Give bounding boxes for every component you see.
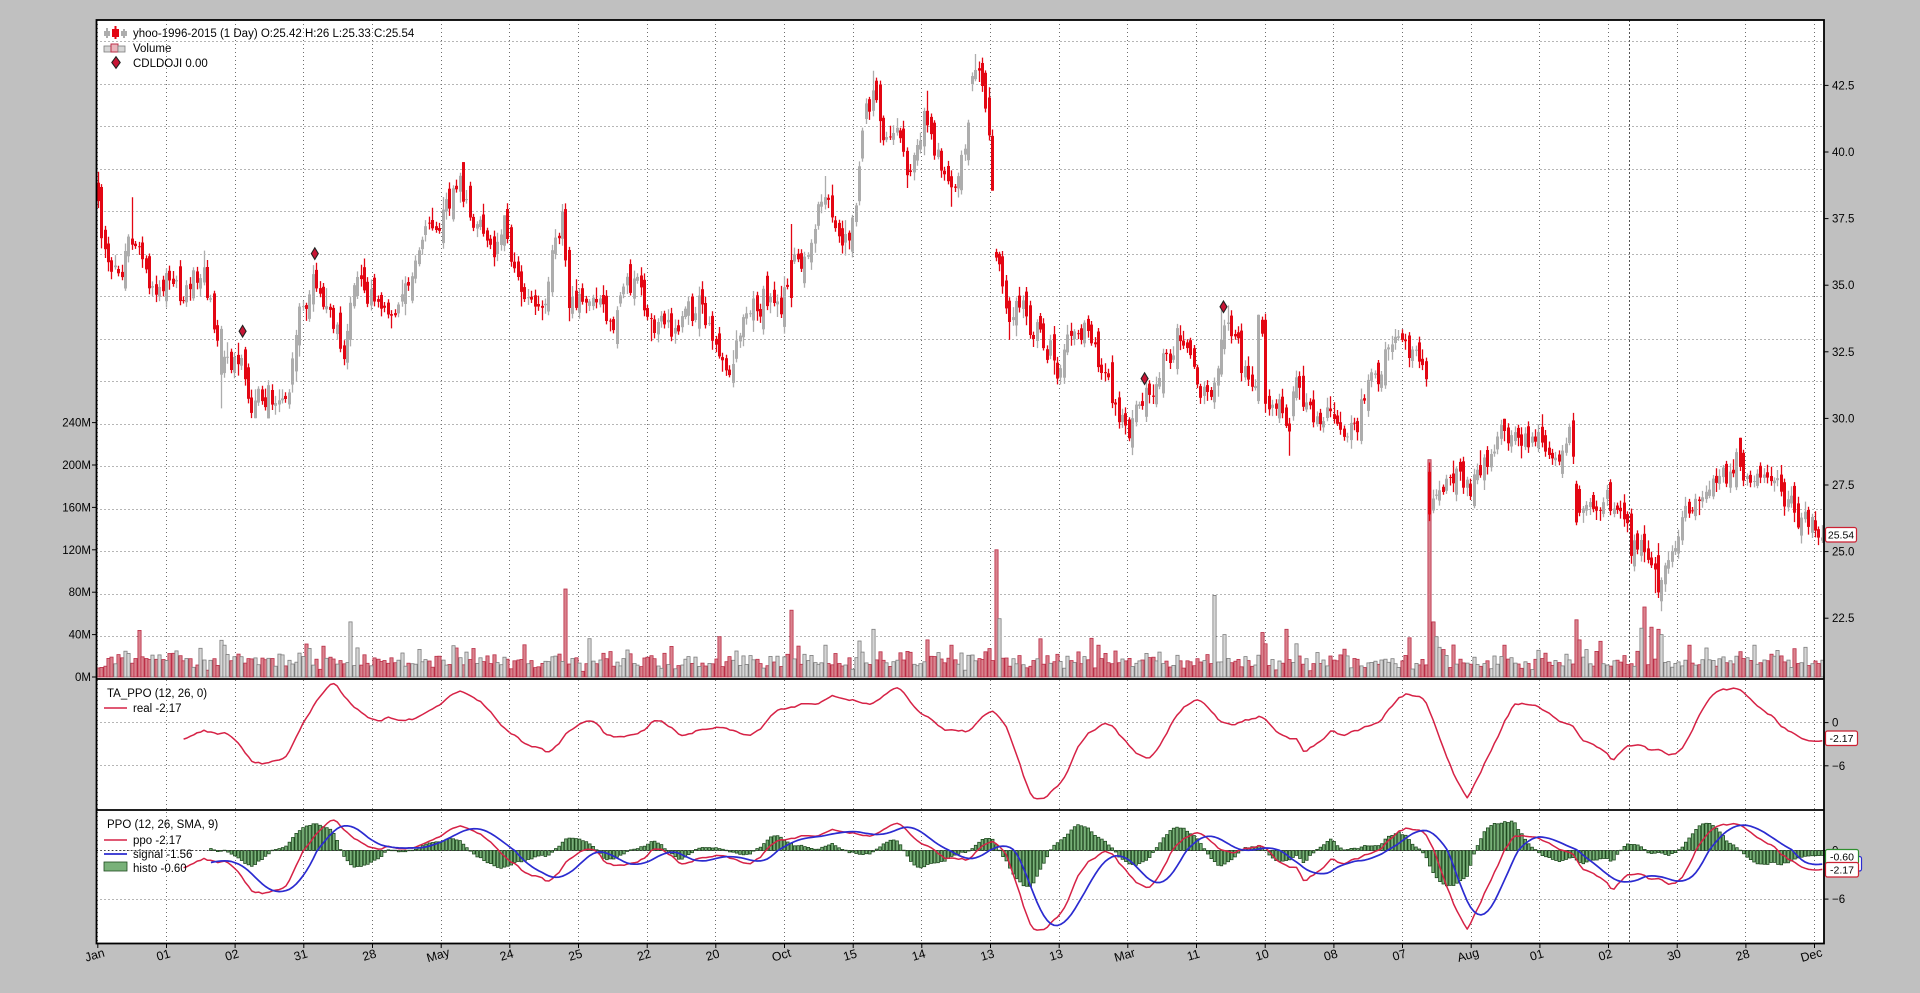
svg-text:27.5: 27.5 bbox=[1832, 480, 1854, 492]
svg-text:31: 31 bbox=[292, 946, 309, 963]
svg-text:08: 08 bbox=[1322, 946, 1339, 963]
svg-text:real -2.17: real -2.17 bbox=[133, 703, 182, 715]
svg-text:−6: −6 bbox=[1832, 761, 1845, 773]
svg-text:10: 10 bbox=[1254, 946, 1271, 963]
svg-text:Dec: Dec bbox=[1799, 945, 1824, 964]
svg-text:histo -0.60: histo -0.60 bbox=[133, 863, 187, 875]
svg-text:02: 02 bbox=[1597, 946, 1614, 963]
svg-text:30: 30 bbox=[1666, 946, 1683, 963]
svg-text:35.0: 35.0 bbox=[1832, 280, 1854, 292]
svg-text:May: May bbox=[425, 945, 452, 965]
svg-text:0M: 0M bbox=[75, 672, 91, 684]
svg-text:01: 01 bbox=[155, 946, 172, 963]
svg-text:13: 13 bbox=[1048, 946, 1065, 963]
svg-text:Mar: Mar bbox=[1113, 946, 1137, 965]
svg-text:Aug: Aug bbox=[1456, 945, 1481, 965]
svg-text:ppo -2.17: ppo -2.17 bbox=[133, 835, 182, 847]
svg-text:40M: 40M bbox=[69, 630, 91, 642]
svg-text:TA_PPO (12, 26, 0): TA_PPO (12, 26, 0) bbox=[107, 688, 207, 700]
svg-text:-2.17: -2.17 bbox=[1830, 864, 1854, 876]
svg-text:01: 01 bbox=[1528, 946, 1545, 963]
svg-text:PPO (12, 26, SMA, 9): PPO (12, 26, SMA, 9) bbox=[107, 819, 218, 831]
svg-text:32.5: 32.5 bbox=[1832, 347, 1854, 359]
svg-text:02: 02 bbox=[223, 946, 240, 963]
svg-text:Volume: Volume bbox=[133, 43, 171, 55]
svg-text:42.5: 42.5 bbox=[1832, 80, 1854, 92]
svg-text:240M: 240M bbox=[62, 418, 91, 430]
svg-text:yhoo-1996-2015 (1 Day) O:25.42: yhoo-1996-2015 (1 Day) O:25.42 H:26 L:25… bbox=[133, 28, 415, 40]
svg-text:200M: 200M bbox=[62, 460, 91, 472]
svg-text:07: 07 bbox=[1391, 946, 1408, 963]
svg-text:0: 0 bbox=[1832, 718, 1838, 730]
svg-text:37.5: 37.5 bbox=[1832, 214, 1854, 226]
svg-text:120M: 120M bbox=[62, 545, 91, 557]
svg-text:25.54: 25.54 bbox=[1828, 529, 1854, 541]
svg-text:28: 28 bbox=[361, 946, 378, 963]
svg-text:CDLDOJI 0.00: CDLDOJI 0.00 bbox=[133, 58, 208, 70]
svg-text:80M: 80M bbox=[69, 587, 91, 599]
svg-text:14: 14 bbox=[910, 946, 927, 963]
svg-text:-2.17: -2.17 bbox=[1830, 733, 1854, 745]
svg-text:−6: −6 bbox=[1832, 894, 1845, 906]
svg-text:30.0: 30.0 bbox=[1832, 413, 1854, 425]
svg-text:signal -1.56: signal -1.56 bbox=[133, 849, 192, 861]
svg-text:28: 28 bbox=[1734, 946, 1751, 963]
svg-text:13: 13 bbox=[979, 946, 996, 963]
svg-text:25.0: 25.0 bbox=[1832, 547, 1854, 559]
svg-text:22.5: 22.5 bbox=[1832, 613, 1854, 625]
svg-text:40.0: 40.0 bbox=[1832, 147, 1854, 159]
svg-text:15: 15 bbox=[842, 946, 859, 963]
svg-text:160M: 160M bbox=[62, 502, 91, 514]
svg-text:25: 25 bbox=[567, 946, 584, 963]
svg-text:20: 20 bbox=[704, 946, 721, 963]
svg-text:Oct: Oct bbox=[770, 946, 793, 965]
svg-text:Jan: Jan bbox=[83, 946, 106, 965]
svg-text:22: 22 bbox=[636, 946, 653, 963]
svg-text:11: 11 bbox=[1185, 947, 1201, 964]
svg-text:-0.60: -0.60 bbox=[1830, 851, 1854, 863]
svg-text:24: 24 bbox=[498, 946, 515, 963]
